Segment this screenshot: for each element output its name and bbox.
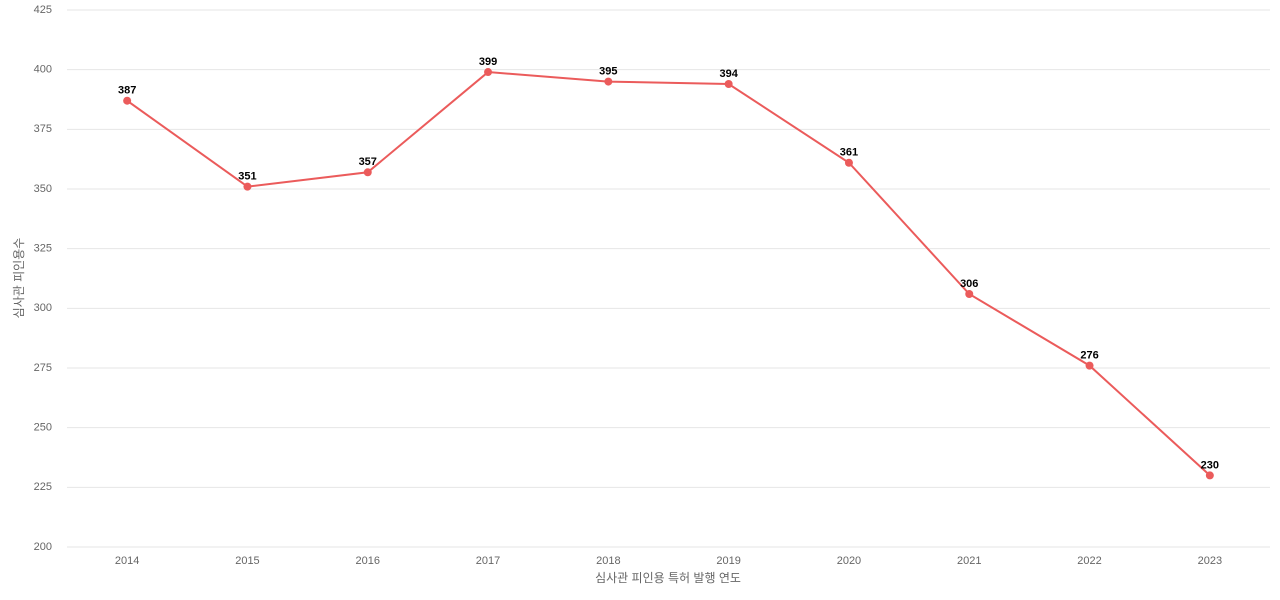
value-label: 399 [479, 56, 497, 68]
value-label: 395 [599, 66, 617, 78]
y-axis-label: 심사관 피인용수 [12, 238, 26, 319]
y-tick-label: 225 [34, 481, 52, 493]
point [363, 168, 372, 177]
value-label: 276 [1080, 350, 1098, 362]
x-tick-label: 2019 [716, 555, 740, 567]
value-label: 387 [118, 85, 136, 97]
x-axis-label: 심사관 피인용 특허 발행 연도 [595, 570, 741, 585]
point [1205, 471, 1214, 480]
y-tick-label: 300 [34, 302, 52, 314]
point [123, 96, 132, 105]
y-tick-label: 400 [34, 64, 52, 76]
y-tick-label: 275 [34, 362, 52, 374]
point [724, 79, 733, 88]
point [604, 77, 613, 86]
x-tick-label: 2022 [1077, 555, 1101, 567]
x-tick-label: 2017 [476, 555, 500, 567]
line [126, 71, 1211, 477]
point [243, 182, 252, 191]
y-tick-label: 375 [34, 123, 52, 135]
y-tick-label: 200 [34, 541, 52, 553]
value-label: 306 [960, 278, 978, 290]
y-tick-label: 250 [34, 422, 52, 434]
point [844, 158, 853, 167]
point [1085, 361, 1094, 370]
y-tick-label: 325 [34, 243, 52, 255]
y-tick-label: 425 [34, 4, 52, 16]
x-tick-label: 2021 [957, 555, 981, 567]
x-tick-label: 2023 [1198, 555, 1222, 567]
value-label: 351 [238, 171, 256, 183]
point [965, 290, 974, 299]
x-tick-label: 2020 [837, 555, 861, 567]
value-label: 394 [719, 68, 738, 80]
value-label: 357 [359, 156, 377, 168]
y-tick-label: 350 [34, 183, 52, 195]
x-tick-label: 2015 [235, 555, 259, 567]
value-label: 230 [1201, 459, 1219, 471]
x-tick-label: 2018 [596, 555, 620, 567]
x-tick-label: 2016 [356, 555, 380, 567]
point [484, 68, 493, 77]
x-tick-label: 2014 [115, 555, 139, 567]
value-label: 361 [840, 147, 858, 159]
